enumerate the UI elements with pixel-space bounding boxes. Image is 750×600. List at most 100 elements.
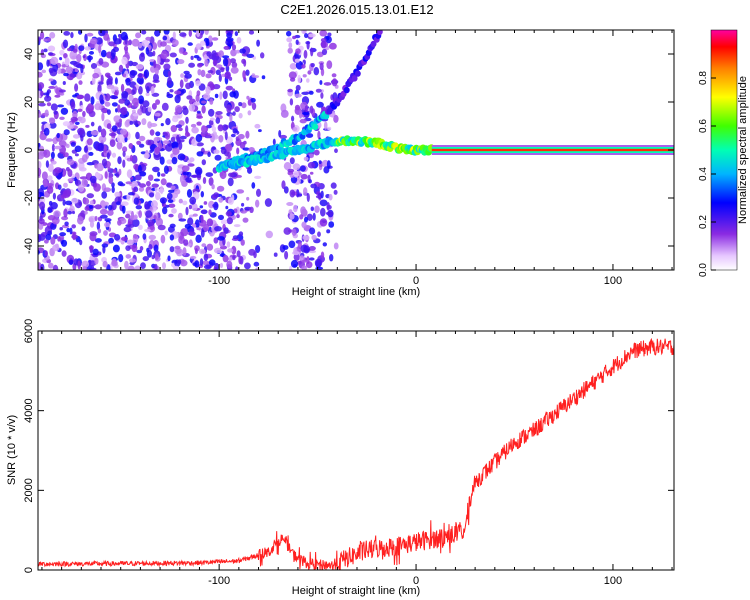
noise-point bbox=[164, 230, 168, 236]
noise-point bbox=[70, 141, 76, 147]
noise-point bbox=[48, 85, 56, 89]
noise-point bbox=[106, 152, 110, 160]
noise-point bbox=[219, 262, 224, 269]
noise-point bbox=[44, 250, 48, 257]
noise-point bbox=[326, 204, 332, 210]
noise-point bbox=[172, 147, 180, 155]
noise-point bbox=[49, 32, 56, 39]
noise-point bbox=[38, 36, 42, 42]
noise-point bbox=[174, 90, 182, 95]
noise-point bbox=[308, 250, 316, 254]
noise-point bbox=[118, 98, 125, 104]
noise-point bbox=[291, 228, 297, 236]
noise-point bbox=[313, 149, 320, 156]
noise-point bbox=[315, 195, 322, 199]
noise-point bbox=[231, 61, 238, 69]
noise-point bbox=[133, 197, 140, 205]
noise-point bbox=[46, 185, 54, 194]
noise-point bbox=[211, 184, 215, 190]
noise-point bbox=[39, 201, 46, 211]
noise-point bbox=[138, 143, 145, 148]
spectrogram-panel: -100 0 100 -40 -20 0 20 40 Height of straight l… bbox=[6, 29, 675, 298]
noise-point bbox=[255, 245, 261, 253]
noise-point bbox=[161, 102, 169, 111]
noise-point bbox=[87, 103, 94, 112]
noise-point bbox=[108, 237, 114, 244]
noise-point bbox=[120, 106, 128, 116]
noise-point bbox=[196, 227, 202, 231]
noise-point bbox=[315, 88, 322, 93]
noise-point bbox=[279, 134, 288, 140]
noise-point bbox=[305, 133, 314, 138]
noise-point bbox=[93, 183, 101, 192]
noise-point bbox=[300, 173, 308, 180]
noise-point bbox=[233, 224, 241, 228]
noise-point bbox=[38, 152, 45, 160]
noise-point bbox=[153, 60, 157, 69]
noise-point bbox=[127, 265, 135, 270]
noise-point bbox=[104, 171, 108, 179]
noise-point bbox=[236, 250, 241, 258]
noise-point bbox=[205, 73, 212, 79]
noise-point bbox=[302, 111, 310, 116]
noise-point bbox=[57, 184, 62, 190]
noise-point bbox=[145, 210, 153, 218]
noise-point bbox=[201, 159, 206, 166]
noise-point bbox=[120, 201, 129, 206]
noise-point bbox=[142, 100, 150, 108]
noise-point bbox=[325, 211, 334, 216]
noise-point bbox=[222, 57, 229, 67]
colorbar: 0.0 0.2 0.4 0.6 0.8 Normalized spectral ampl… bbox=[698, 29, 749, 277]
noise-point bbox=[184, 73, 192, 79]
noise-point bbox=[111, 95, 119, 100]
noise-point bbox=[162, 206, 168, 215]
noise-point bbox=[126, 239, 135, 245]
noise-point bbox=[99, 94, 104, 104]
noise-point bbox=[80, 210, 86, 218]
noise-point bbox=[171, 156, 178, 165]
noise-point bbox=[149, 149, 153, 153]
noise-point bbox=[120, 31, 128, 41]
noise-point bbox=[89, 232, 97, 242]
noise-point bbox=[214, 93, 219, 99]
noise-point bbox=[125, 77, 131, 86]
spectrogram-xlabel: Height of straight line (km) bbox=[292, 286, 420, 298]
noise-point bbox=[94, 215, 98, 222]
noise-point bbox=[100, 74, 104, 84]
noise-point bbox=[139, 246, 144, 251]
noise-point bbox=[141, 30, 147, 35]
noise-point bbox=[316, 51, 324, 58]
noise-point bbox=[124, 99, 130, 106]
noise-point bbox=[120, 83, 125, 93]
noise-point bbox=[154, 146, 161, 154]
noise-point bbox=[309, 105, 314, 114]
noise-point bbox=[90, 265, 95, 270]
noise-point bbox=[119, 118, 123, 123]
noise-point bbox=[146, 86, 150, 94]
noise-point bbox=[78, 167, 87, 172]
noise-point bbox=[94, 257, 99, 265]
noise-point bbox=[131, 155, 138, 164]
noise-point bbox=[201, 125, 207, 133]
colorbar-tick-label: 0.4 bbox=[698, 167, 709, 181]
noise-point bbox=[154, 253, 159, 261]
noise-point bbox=[72, 210, 75, 215]
noise-point bbox=[98, 44, 102, 54]
noise-point bbox=[249, 206, 254, 213]
noise-point bbox=[236, 214, 240, 219]
noise-point bbox=[138, 186, 145, 192]
noise-point bbox=[159, 197, 167, 204]
noise-point bbox=[174, 111, 179, 116]
noise-point bbox=[179, 135, 187, 140]
noise-point bbox=[212, 203, 219, 208]
noise-point bbox=[163, 165, 169, 174]
noise-point bbox=[133, 102, 139, 108]
noise-point bbox=[214, 267, 218, 270]
noise-point bbox=[118, 168, 122, 176]
noise-point bbox=[43, 127, 50, 136]
x-tick-label: 0 bbox=[413, 275, 419, 287]
noise-point bbox=[222, 55, 230, 59]
noise-point bbox=[206, 38, 210, 47]
noise-point bbox=[199, 205, 204, 209]
x-tick-label: 100 bbox=[604, 275, 622, 287]
